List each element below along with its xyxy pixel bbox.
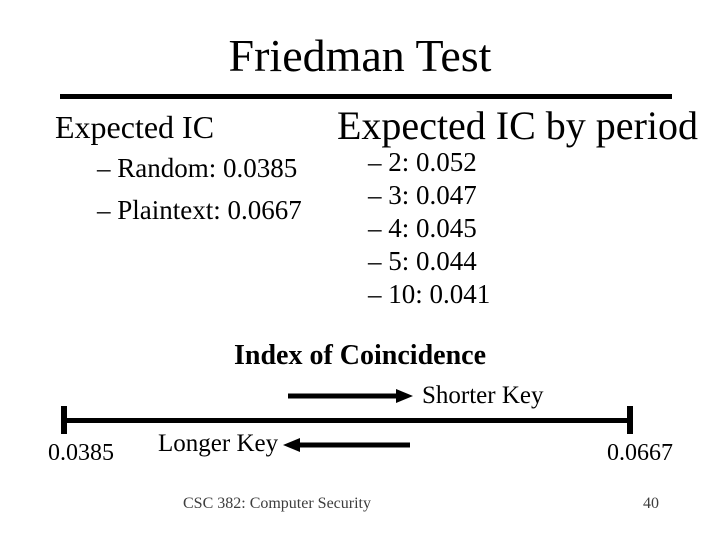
footer-page-number: 40	[643, 495, 659, 512]
bullet-item-period-5: – 5: 0.044	[368, 246, 477, 276]
bullet-item-period-3: – 3: 0.047	[368, 180, 477, 210]
right-column-list: – 2: 0.052 – 3: 0.047 – 4: 0.045 – 5: 0.…	[368, 146, 490, 311]
footer-course-label: CSC 382: Computer Security	[183, 495, 371, 512]
slide-title: Friedman Test	[228, 30, 492, 81]
bullet-item-period-4: – 4: 0.045	[368, 213, 477, 243]
right-column-heading: Expected IC by period	[337, 103, 698, 148]
axis-min-label: 0.0385	[48, 440, 114, 466]
left-column-list: – Random: 0.0385 – Plaintext: 0.0667	[97, 147, 302, 231]
title-divider	[60, 94, 672, 99]
bullet-item-period-2: – 2: 0.052	[368, 147, 477, 177]
left-column-heading: Expected IC	[55, 109, 215, 145]
shorter-key-label: Shorter Key	[422, 382, 544, 409]
arrow-right-icon	[288, 389, 413, 403]
bullet-item-period-10: – 10: 0.041	[368, 279, 491, 309]
axis-tick-left	[61, 406, 67, 434]
longer-key-label: Longer Key	[158, 430, 279, 457]
bullet-item-plaintext: – Plaintext: 0.0667	[97, 195, 302, 225]
diagram-heading: Index of Coincidence	[234, 340, 486, 371]
axis-line	[64, 418, 632, 423]
axis-tick-right	[627, 406, 633, 434]
axis-max-label: 0.0667	[607, 440, 673, 466]
arrow-left-icon	[283, 438, 410, 452]
bullet-item-random: – Random: 0.0385	[97, 153, 298, 183]
